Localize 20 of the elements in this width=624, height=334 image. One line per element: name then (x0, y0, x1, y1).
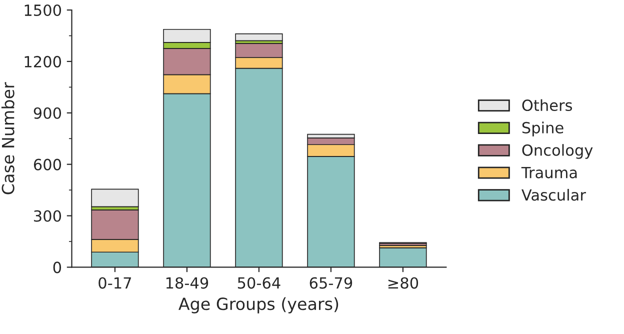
x-tick-label: ≥80 (388, 277, 418, 289)
x-tick-label: 18-49 (166, 277, 208, 289)
y-axis-title: Case Number (1, 82, 14, 194)
y-tick-label: 1500 (24, 4, 62, 16)
legend-label: Vascular (522, 188, 586, 201)
y-tick-label: 1200 (24, 56, 62, 68)
y-tick-label: 600 (34, 158, 62, 170)
x-axis-title: Age Groups (years) (178, 297, 338, 314)
x-tick-label: 0-17 (98, 277, 131, 289)
y-tick-label: 0 (53, 262, 62, 274)
legend-label: Trauma (521, 166, 577, 178)
bar (91, 188, 139, 208)
x-tick-label: 65-79 (310, 277, 352, 289)
y-tick-label: 900 (34, 107, 62, 119)
legend-label: Others (522, 99, 572, 112)
y-tick-label: 300 (34, 210, 62, 222)
legend-label: Spine (522, 122, 564, 136)
x-tick-label: 50-64 (238, 277, 280, 289)
bar (235, 33, 283, 42)
legend-label: Oncology (522, 144, 593, 159)
